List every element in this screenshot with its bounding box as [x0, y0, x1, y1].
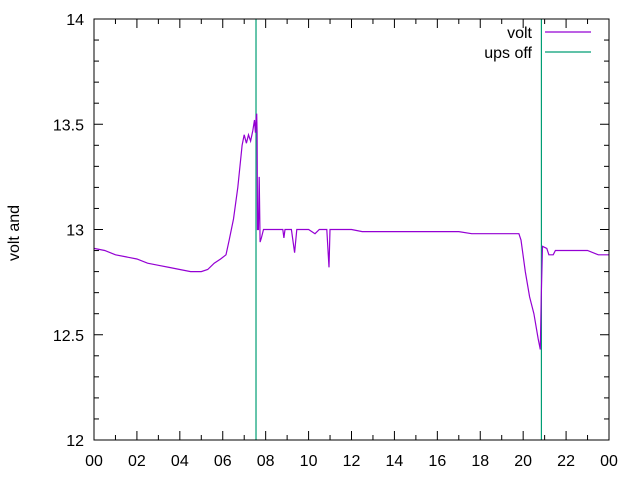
y-tick-label: 12	[66, 433, 84, 450]
x-tick-label: 08	[257, 453, 275, 470]
x-tick-label: 16	[428, 453, 446, 470]
x-tick-label: 12	[343, 453, 361, 470]
axis-ticks	[93, 18, 610, 441]
legend: volt ups off	[484, 25, 591, 62]
x-tick-labels: 00 02 04 06 08 10 12 14 16 18 20 22 00	[85, 453, 618, 470]
x-tick-label: 10	[300, 453, 318, 470]
x-tick-label: 00	[85, 453, 103, 470]
y-tick-label: 13.5	[53, 117, 84, 134]
x-tick-label: 04	[171, 453, 189, 470]
x-tick-label: 00	[600, 453, 618, 470]
x-tick-label: 20	[514, 453, 532, 470]
y-tick-label: 13	[66, 223, 84, 240]
volt-series	[93, 113, 609, 350]
y-tick-labels: 12 12.5 13 13.5 14	[53, 12, 84, 450]
y-tick-label: 12.5	[53, 328, 84, 345]
x-tick-label: 02	[128, 453, 146, 470]
y-tick-label: 14	[66, 12, 84, 29]
volt-line	[93, 113, 609, 350]
legend-label: volt	[507, 25, 532, 42]
ups-off-series	[255, 19, 543, 440]
legend-label: ups off	[484, 45, 532, 62]
x-tick-label: 22	[557, 453, 575, 470]
y-axis-label: volt and	[6, 205, 23, 261]
x-tick-label: 14	[386, 453, 404, 470]
x-tick-label: 06	[214, 453, 232, 470]
x-tick-label: 18	[471, 453, 489, 470]
